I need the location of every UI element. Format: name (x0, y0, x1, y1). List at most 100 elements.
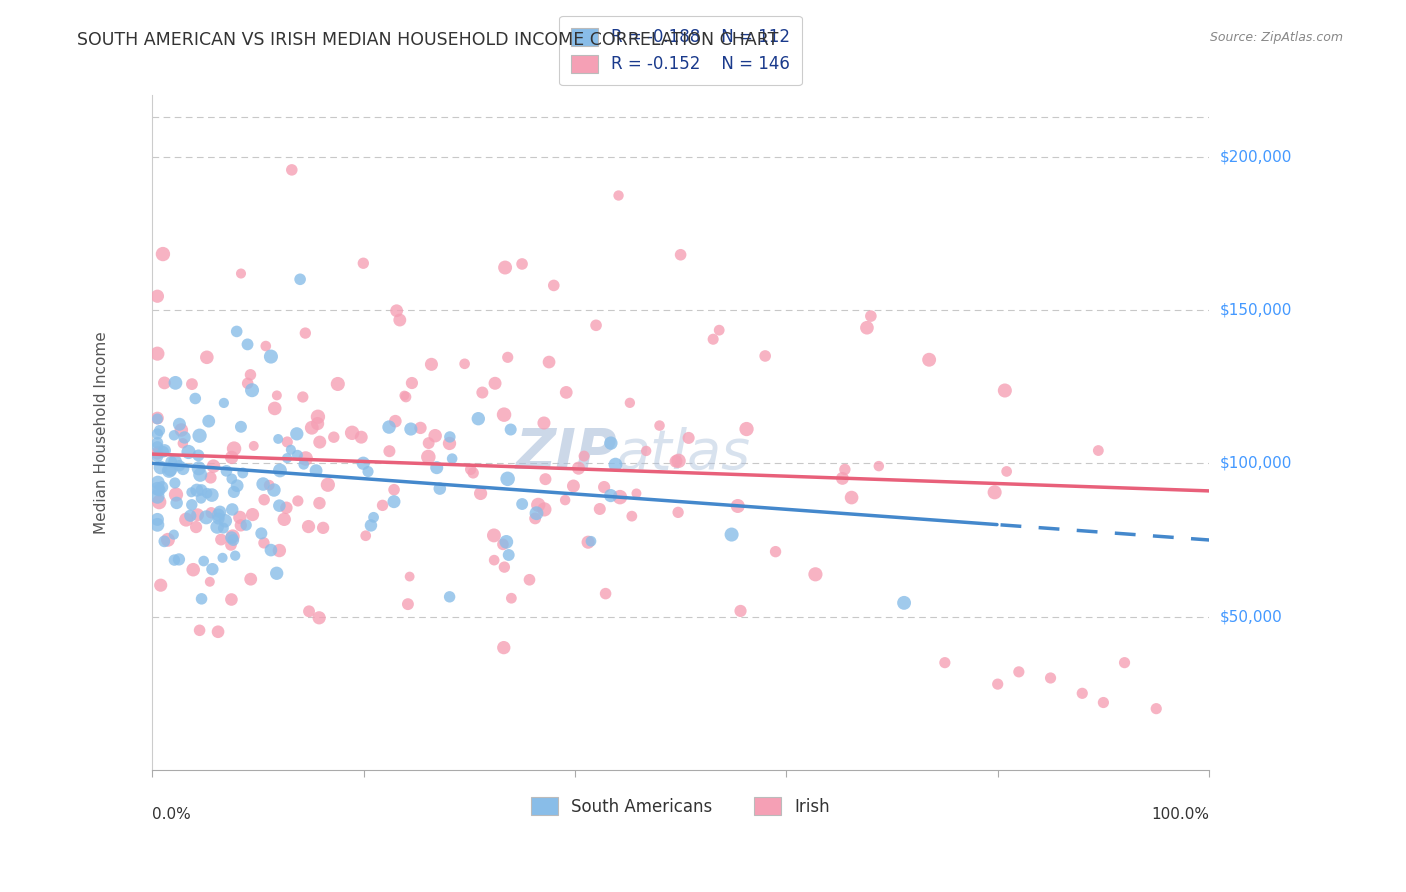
Point (492, 640, 515, 655)
Point (263, 483, 285, 497)
Point (316, 477, 339, 491)
Point (212, 396, 235, 410)
Point (180, 485, 202, 500)
Point (156, 533, 179, 547)
Point (179, 508, 201, 523)
Point (678, 431, 700, 445)
Point (510, 497, 533, 511)
Point (312, 521, 335, 535)
Point (471, 385, 494, 400)
Point (519, 573, 541, 587)
Point (146, 475, 169, 490)
Point (222, 533, 245, 547)
Point (232, 466, 254, 480)
Point (148, 424, 170, 438)
Point (229, 267, 252, 281)
Point (534, 472, 557, 486)
Point (605, 458, 627, 472)
Point (242, 439, 264, 453)
Point (235, 518, 257, 533)
Point (636, 444, 658, 458)
Point (187, 449, 209, 463)
Point (607, 188, 630, 202)
Point (146, 447, 169, 461)
Point (409, 421, 432, 435)
Point (934, 656, 956, 670)
Point (266, 388, 288, 402)
Point (146, 289, 169, 303)
Point (170, 423, 193, 437)
Point (401, 376, 423, 390)
Point (146, 412, 169, 426)
Point (236, 376, 259, 391)
Point (593, 480, 616, 494)
Point (543, 278, 565, 293)
Point (201, 488, 224, 502)
Point (250, 526, 273, 541)
Point (439, 436, 461, 450)
Point (146, 444, 169, 458)
Text: atlas: atlas (617, 426, 751, 479)
Point (554, 493, 576, 508)
Point (221, 531, 243, 545)
Text: $50,000: $50,000 (1220, 609, 1282, 624)
Point (222, 442, 245, 456)
Point (665, 454, 688, 468)
Point (205, 520, 228, 534)
Point (146, 490, 169, 504)
Point (399, 422, 422, 436)
Point (395, 390, 418, 404)
Point (291, 390, 314, 404)
Point (281, 162, 304, 177)
Point (197, 414, 219, 428)
Point (208, 505, 231, 519)
Point (276, 434, 298, 449)
Text: Median Household Income: Median Household Income (94, 331, 108, 534)
Point (252, 477, 274, 491)
Point (831, 471, 853, 485)
Text: $200,000: $200,000 (1220, 149, 1292, 164)
Point (599, 436, 621, 450)
Point (648, 418, 671, 433)
Point (221, 529, 243, 543)
Point (498, 548, 520, 562)
Point (308, 435, 330, 450)
Point (418, 450, 440, 464)
Point (326, 376, 349, 391)
Point (211, 550, 233, 565)
Point (352, 456, 374, 470)
Point (453, 357, 475, 371)
Point (425, 428, 447, 442)
Point (260, 543, 283, 558)
Point (153, 376, 176, 390)
Point (463, 466, 485, 480)
Point (526, 506, 548, 520)
Point (153, 443, 176, 458)
Point (149, 578, 172, 592)
Point (253, 492, 276, 507)
Point (266, 566, 288, 581)
Point (221, 472, 243, 486)
Point (499, 423, 522, 437)
Point (841, 491, 863, 505)
Point (167, 552, 190, 566)
Text: Source: ZipAtlas.com: Source: ZipAtlas.com (1209, 31, 1343, 45)
Point (257, 478, 280, 492)
Point (269, 543, 291, 558)
Point (287, 494, 309, 508)
Point (1144, 701, 1167, 715)
Point (188, 624, 211, 638)
Point (260, 350, 283, 364)
Point (1039, 671, 1062, 685)
Point (146, 517, 169, 532)
Point (207, 624, 229, 639)
Point (467, 411, 489, 425)
Point (166, 496, 188, 510)
Legend: South Americans, Irish: South Americans, Irish (524, 790, 837, 822)
Point (190, 483, 212, 497)
Point (727, 499, 749, 513)
Point (484, 376, 506, 391)
Point (305, 464, 328, 478)
Point (538, 355, 561, 369)
Point (209, 533, 232, 547)
